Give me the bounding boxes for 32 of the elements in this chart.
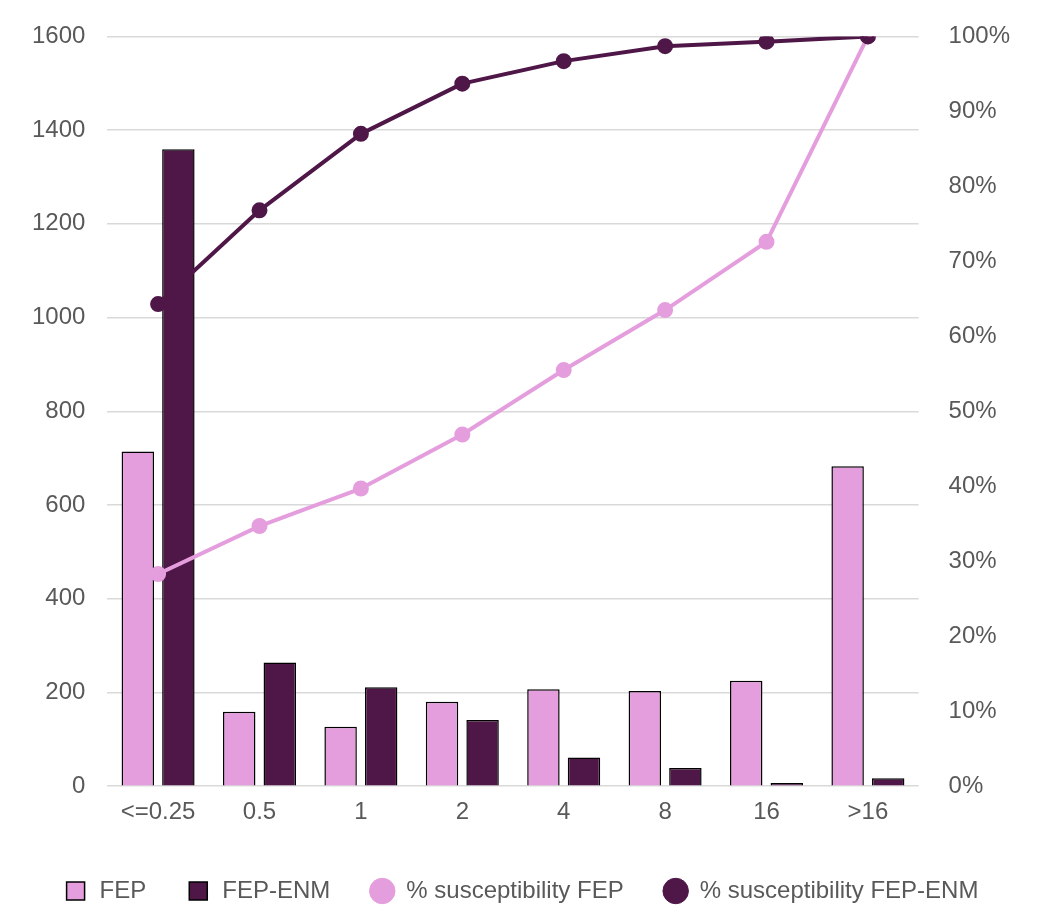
y2-tick-label: 80% (948, 170, 997, 198)
x-tick-label: 0.5 (242, 797, 277, 825)
y2-tick-label: 50% (948, 395, 997, 423)
y-tick-label: 200 (45, 677, 86, 705)
x-tick-label: 1 (354, 797, 368, 825)
y2-tick-label: 30% (948, 545, 997, 573)
x-tick-label: >16 (847, 797, 889, 825)
x-tick-label: 16 (753, 797, 780, 825)
legend-label: FEP-ENM (222, 875, 331, 903)
y2-tick-label: 70% (948, 245, 997, 273)
y2-tick-label: 10% (948, 695, 997, 723)
y-tick-label: 1200 (32, 208, 86, 236)
y2-tick-label: 60% (948, 320, 997, 348)
x-tick-label: 2 (455, 797, 469, 825)
y2-tick-label: 100% (948, 21, 1011, 49)
y2-tick-label: 40% (948, 470, 997, 498)
x-tick-label: <=0.25 (120, 797, 196, 825)
x-tick-label: 8 (658, 797, 672, 825)
y-tick-label: 1000 (32, 302, 86, 330)
y-tick-label: 1600 (32, 21, 86, 49)
y2-tick-label: 90% (948, 96, 997, 123)
y-tick-label: 800 (45, 395, 86, 423)
y2-tick-label: 0% (948, 770, 984, 798)
y-tick-label: 0 (72, 770, 86, 798)
x-tick-label: 4 (557, 797, 571, 825)
legend-label: FEP (99, 875, 147, 903)
y-tick-label: 1400 (32, 114, 86, 142)
legend-label: % susceptibility FEP-ENM (699, 875, 979, 903)
y-tick-label: 400 (45, 583, 86, 611)
y-tick-label: 600 (45, 489, 86, 517)
y2-tick-label: 20% (948, 620, 997, 648)
legend-label: % susceptibility FEP (406, 875, 624, 903)
